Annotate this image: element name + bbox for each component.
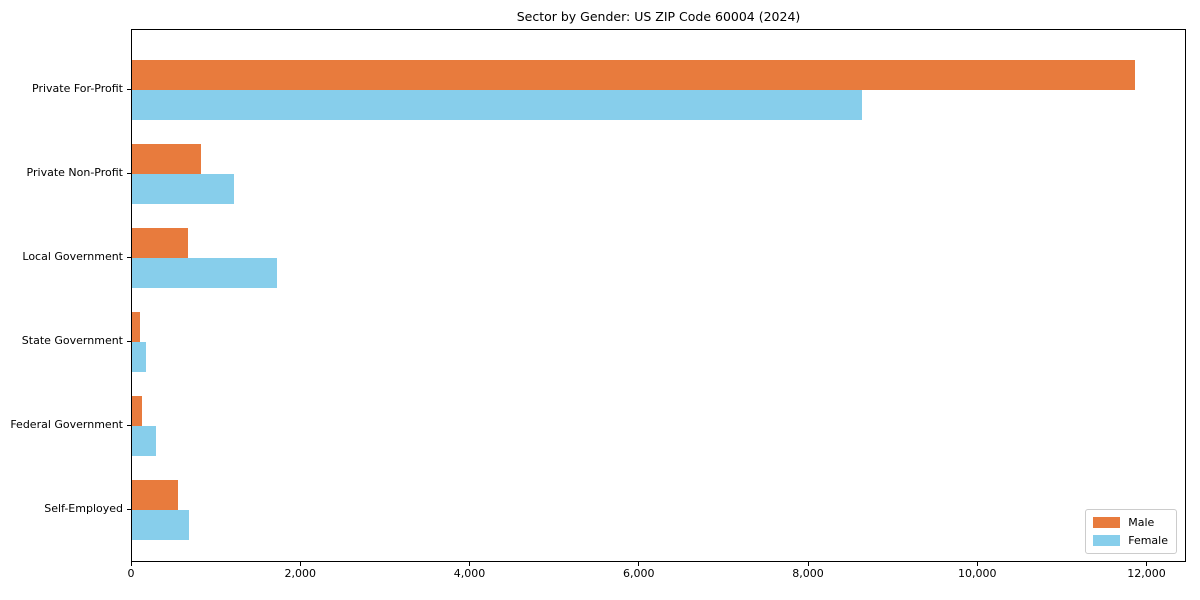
bar-male-private-for-profit xyxy=(132,59,1135,90)
legend-swatch-male xyxy=(1093,517,1121,528)
bar-male-local-government xyxy=(132,227,189,258)
x-tick-label-6-000: 6,000 xyxy=(623,567,655,580)
x-tick-mark xyxy=(807,562,809,566)
x-tick-label-8-000: 8,000 xyxy=(792,567,824,580)
x-tick-mark xyxy=(1146,562,1147,566)
bars-container xyxy=(132,30,1185,561)
y-tick-mark xyxy=(127,509,131,510)
bar-male-private-non-profit xyxy=(132,143,202,174)
x-tick-mark xyxy=(299,562,301,566)
legend-item-female: Female xyxy=(1093,534,1168,547)
y-tick-mark xyxy=(127,424,131,426)
y-tick-mark xyxy=(127,256,131,258)
bar-male-federal-government xyxy=(132,395,143,426)
legend: Male Female xyxy=(1085,509,1177,554)
y-tick-mark xyxy=(127,172,131,174)
bar-female-private-non-profit xyxy=(132,173,235,204)
bar-female-local-government xyxy=(132,257,277,288)
bar-female-state-government xyxy=(132,341,147,372)
legend-swatch-female xyxy=(1093,535,1121,546)
y-tick-label-private-for-profit: Private For-Profit xyxy=(32,81,123,95)
x-tick-label-12-000: 12,000 xyxy=(1127,567,1166,580)
y-tick-mark xyxy=(127,88,131,90)
x-tick-mark xyxy=(638,562,640,566)
chart-title: Sector by Gender: US ZIP Code 60004 (202… xyxy=(516,9,801,24)
x-tick-mark xyxy=(130,562,132,566)
bar-male-state-government xyxy=(132,311,140,342)
y-tick-label-self-employed: Self-Employed xyxy=(44,502,123,515)
bar-female-federal-government xyxy=(132,425,156,456)
plot-area: Male Female xyxy=(131,29,1186,562)
y-tick-label-state-government: State Government xyxy=(21,333,123,347)
x-tick-label-2-000: 2,000 xyxy=(284,567,317,580)
legend-label-female: Female xyxy=(1128,534,1168,547)
legend-label-male: Male xyxy=(1128,516,1155,529)
legend-item-male: Male xyxy=(1093,516,1168,529)
x-tick-mark xyxy=(469,562,470,566)
bar-female-self-employed xyxy=(132,510,189,540)
x-tick-label-4-000: 4,000 xyxy=(453,567,486,580)
y-tick-label-federal-government: Federal Government xyxy=(10,417,123,431)
y-axis: Private For-Profit Private Non-Profit Loca… xyxy=(0,0,131,600)
x-tick-label-10-000: 10,000 xyxy=(958,567,997,580)
x-tick-mark xyxy=(976,562,978,566)
y-tick-label-local-government: Local Government xyxy=(22,249,123,263)
bar-female-private-for-profit xyxy=(132,89,863,120)
y-tick-mark xyxy=(127,340,131,342)
bar-male-self-employed xyxy=(132,480,179,510)
y-tick-label-private-non-profit: Private Non-Profit xyxy=(26,165,123,179)
x-tick-label-0: 0 xyxy=(127,567,135,580)
